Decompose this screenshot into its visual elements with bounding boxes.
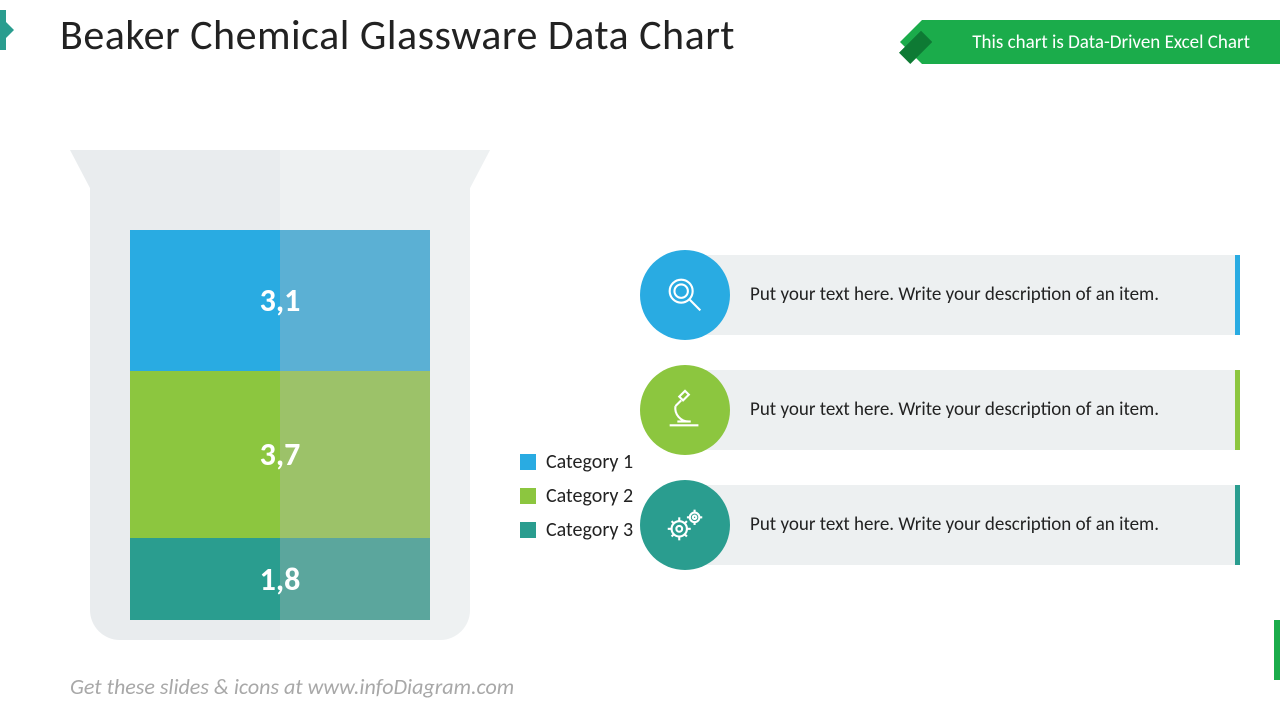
callout-item: Put your text here. Write your descripti… — [680, 255, 1240, 335]
chart-segment: 1,8 — [130, 538, 430, 620]
legend-swatch — [520, 454, 536, 470]
segment-label: 3,1 — [260, 281, 301, 320]
segment-label: 3,7 — [260, 435, 301, 474]
callout-text: Put your text here. Write your descripti… — [750, 397, 1159, 423]
chart-segment: 3,7 — [130, 371, 430, 539]
right-accent-bar — [1274, 620, 1280, 680]
magnifier-icon — [640, 250, 730, 340]
ribbon-badge: This chart is Data-Driven Excel Chart — [922, 20, 1280, 64]
beaker-chart: 3,1 3,7 1,8 — [70, 150, 490, 650]
legend-swatch — [520, 522, 536, 538]
legend-label: Category 3 — [546, 518, 633, 542]
legend-swatch — [520, 488, 536, 504]
callout-text: Put your text here. Write your descripti… — [750, 282, 1159, 308]
legend-label: Category 1 — [546, 450, 633, 474]
page-title: Beaker Chemical Glassware Data Chart — [60, 10, 735, 61]
ribbon-text: This chart is Data-Driven Excel Chart — [972, 31, 1250, 54]
callout-text-bar: Put your text here. Write your descripti… — [680, 370, 1240, 450]
callout-item: Put your text here. Write your descripti… — [680, 370, 1240, 450]
callout-text: Put your text here. Write your descripti… — [750, 512, 1159, 538]
chart-segment: 3,1 — [130, 230, 430, 371]
legend-label: Category 2 — [546, 484, 633, 508]
legend-item: Category 2 — [520, 484, 633, 508]
legend-item: Category 1 — [520, 450, 633, 474]
callout-list: Put your text here. Write your descripti… — [680, 255, 1240, 600]
microscope-icon — [640, 365, 730, 455]
chart-legend: Category 1 Category 2 Category 3 — [520, 450, 633, 552]
footer-credit: Get these slides & icons at www.infoDiag… — [70, 673, 514, 700]
left-accent-bar — [0, 10, 6, 50]
callout-text-bar: Put your text here. Write your descripti… — [680, 255, 1240, 335]
segment-label: 1,8 — [260, 560, 301, 599]
callout-text-bar: Put your text here. Write your descripti… — [680, 485, 1240, 565]
callout-item: Put your text here. Write your descripti… — [680, 485, 1240, 565]
gears-icon — [640, 480, 730, 570]
beaker-body: 3,1 3,7 1,8 — [90, 180, 470, 640]
legend-item: Category 3 — [520, 518, 633, 542]
